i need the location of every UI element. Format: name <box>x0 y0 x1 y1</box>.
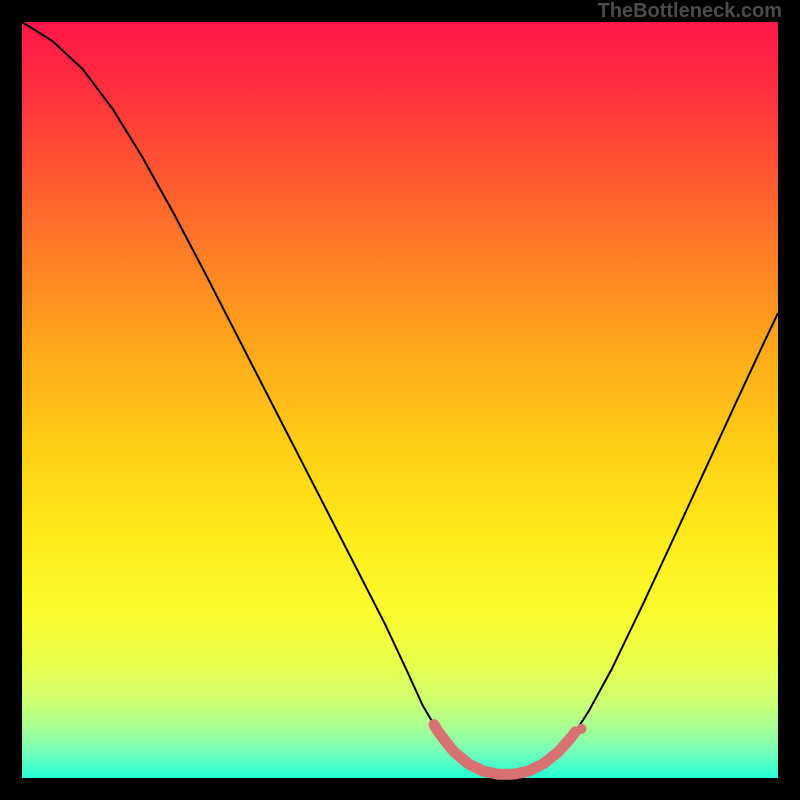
bottleneck-curve-chart <box>0 0 800 800</box>
plot-background <box>22 22 778 778</box>
marker-point <box>576 724 586 734</box>
watermark-text: TheBottleneck.com <box>598 0 782 23</box>
